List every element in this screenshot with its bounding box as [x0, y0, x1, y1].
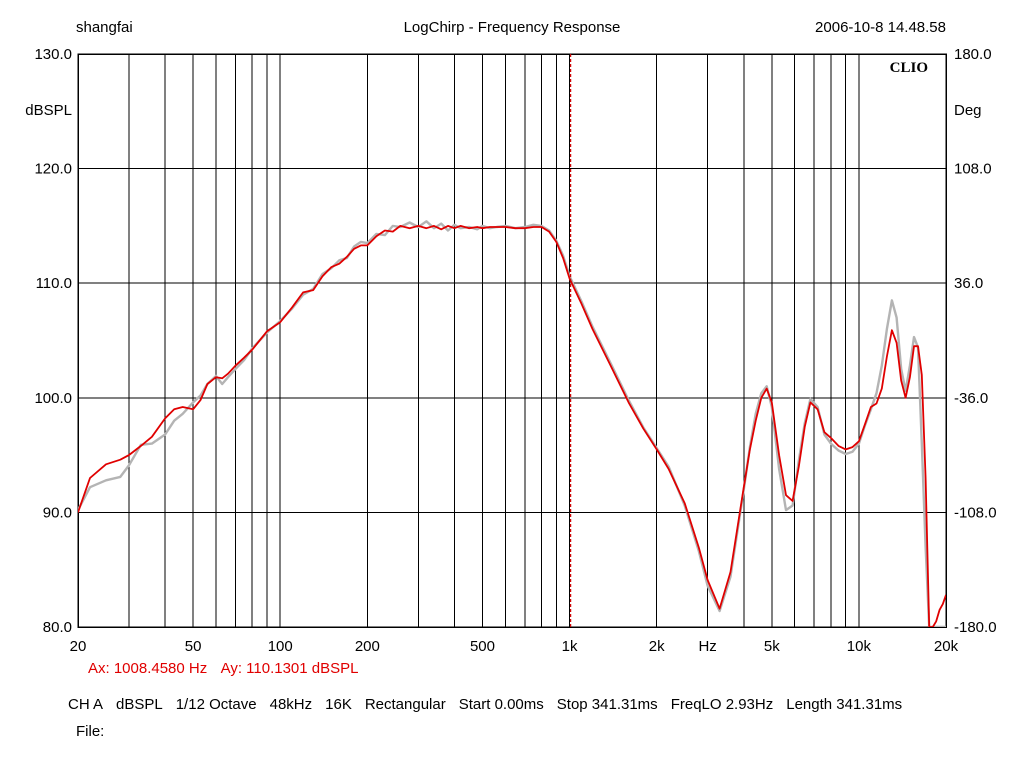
- chart-title: LogChirp - Frequency Response: [403, 19, 621, 36]
- cursor-y-readout: Ay: 110.1301 dBSPL: [220, 660, 359, 677]
- y-tick-label: 80.0: [43, 619, 72, 636]
- y2-tick-label: -36.0: [954, 390, 988, 407]
- setting-item: 16K: [325, 696, 352, 713]
- measurement-settings: CH A dBSPL 1/12 Octave 48kHz 16K Rectangular S…: [68, 696, 915, 713]
- plot-border: [77, 53, 947, 628]
- x-tick-label: 10k: [847, 638, 872, 655]
- y-tick-label: 130.0: [34, 46, 72, 63]
- setting-item: FreqLO 2.93Hz: [670, 696, 774, 713]
- y-tick-label: 120.0: [34, 161, 72, 178]
- x-axis-label: Hz: [698, 638, 716, 655]
- y2-tick-label: 36.0: [954, 275, 983, 292]
- setting-item: Length 341.31ms: [786, 696, 903, 713]
- cursor-readout: Ax: 1008.4580 Hz Ay: 110.1301 dBSPL: [88, 660, 368, 677]
- setting-item: CH A: [68, 696, 104, 713]
- y2-tick-label: 108.0: [954, 161, 992, 178]
- setting-item: 1/12 Octave: [175, 696, 257, 713]
- timestamp-label: 2006-10-8 14.48.58: [815, 19, 946, 36]
- setting-item: Start 0.00ms: [458, 696, 544, 713]
- x-tick-label: 20: [70, 638, 87, 655]
- setting-item: dBSPL: [116, 696, 163, 713]
- x-tick-label: 100: [268, 638, 293, 655]
- file-label: File:: [76, 723, 105, 740]
- cursor-x-readout: Ax: 1008.4580 Hz: [88, 660, 208, 677]
- x-tick-label: 2k: [649, 638, 665, 655]
- y2-tick-label: 180.0: [954, 46, 992, 63]
- x-tick-label: 500: [470, 638, 495, 655]
- setting-item: Rectangular: [364, 696, 446, 713]
- y2-tick-label: -108.0: [954, 504, 997, 521]
- primary-response-line: [78, 225, 946, 627]
- x-tick-label: 5k: [764, 638, 780, 655]
- clio-logo: CLIO: [890, 60, 928, 76]
- x-tick-label: 200: [355, 638, 380, 655]
- y-axis-label: dBSPL: [25, 102, 72, 119]
- y2-axis-label: Deg: [954, 102, 982, 119]
- y-tick-label: 110.0: [36, 275, 72, 292]
- author-label: shangfai: [76, 19, 133, 36]
- frequency-response-chart[interactable]: 80.0 90.0 100.0 110.0 120.0 130.0 dBSPL -180.0 -…: [0, 0, 1024, 690]
- setting-item: 48kHz: [269, 696, 313, 713]
- y2-tick-label: -180.0: [954, 619, 997, 636]
- y-tick-label: 90.0: [43, 504, 72, 521]
- x-tick-label: 50: [185, 638, 202, 655]
- plot-area: [78, 54, 946, 627]
- x-tick-label: 1k: [562, 638, 578, 655]
- x-tick-label: 20k: [934, 638, 959, 655]
- y-tick-label: 100.0: [34, 390, 72, 407]
- setting-item: Stop 341.31ms: [556, 696, 658, 713]
